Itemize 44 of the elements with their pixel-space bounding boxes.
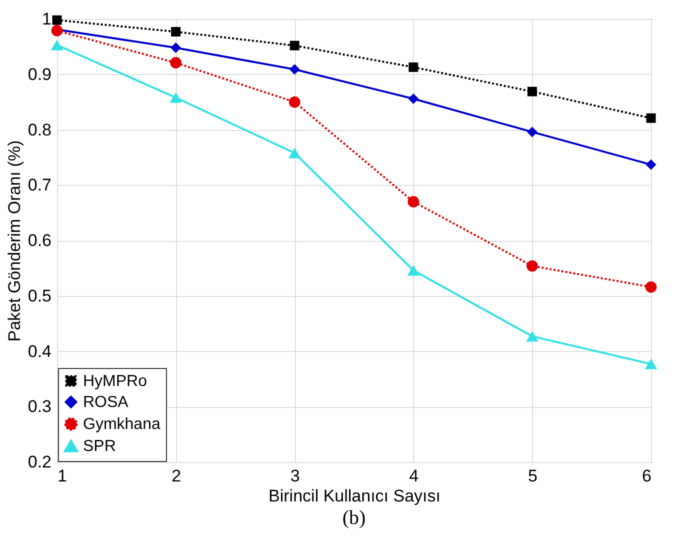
x-tick-label: 2 xyxy=(172,466,182,486)
text: (b) xyxy=(342,507,366,529)
y-tick-label: 0.2 xyxy=(28,452,52,472)
point xyxy=(527,86,537,96)
x-tick-label: 5 xyxy=(528,466,538,486)
point xyxy=(644,358,658,370)
x-tick-label: 6 xyxy=(642,466,652,486)
point xyxy=(407,265,420,276)
y-tick-label: 0.5 xyxy=(28,286,52,306)
legend-label: Gymkhana xyxy=(83,416,160,433)
y-axis-title: Paket Gönderim Oranı (%) xyxy=(4,140,24,342)
point xyxy=(408,62,418,72)
y-tick-label: 0.6 xyxy=(28,231,52,250)
legend-label: HyMPRo xyxy=(83,373,148,390)
point xyxy=(170,42,182,54)
point xyxy=(526,260,538,272)
point xyxy=(408,196,420,208)
y-tick-label: 0.3 xyxy=(28,397,52,416)
point xyxy=(288,148,301,158)
legend-label: SPR xyxy=(83,438,116,455)
point xyxy=(526,330,538,342)
legend-label: ROSA xyxy=(83,394,129,411)
x-tick-label: 3 xyxy=(290,466,300,486)
point xyxy=(50,40,64,50)
point xyxy=(288,96,300,108)
point xyxy=(408,93,419,104)
point xyxy=(290,40,300,50)
point xyxy=(170,92,182,103)
y-tick-label: 0.7 xyxy=(28,176,52,195)
point xyxy=(645,281,657,293)
y-tick-label: 0.8 xyxy=(28,120,52,140)
point xyxy=(52,15,62,25)
point xyxy=(646,113,656,123)
x-tick-label: 4 xyxy=(409,466,419,486)
point xyxy=(646,159,656,170)
x-tick-label: 1 xyxy=(58,466,67,486)
point xyxy=(171,26,181,36)
x-axis-title: Birincil Kullanıcı Sayısı xyxy=(268,486,440,506)
y-tick-label: 1 xyxy=(42,10,52,28)
point xyxy=(170,57,182,68)
y-tick-label: 0.9 xyxy=(28,64,52,84)
point xyxy=(526,126,538,138)
point xyxy=(289,64,300,75)
y-tick-label: 0.4 xyxy=(28,342,52,361)
